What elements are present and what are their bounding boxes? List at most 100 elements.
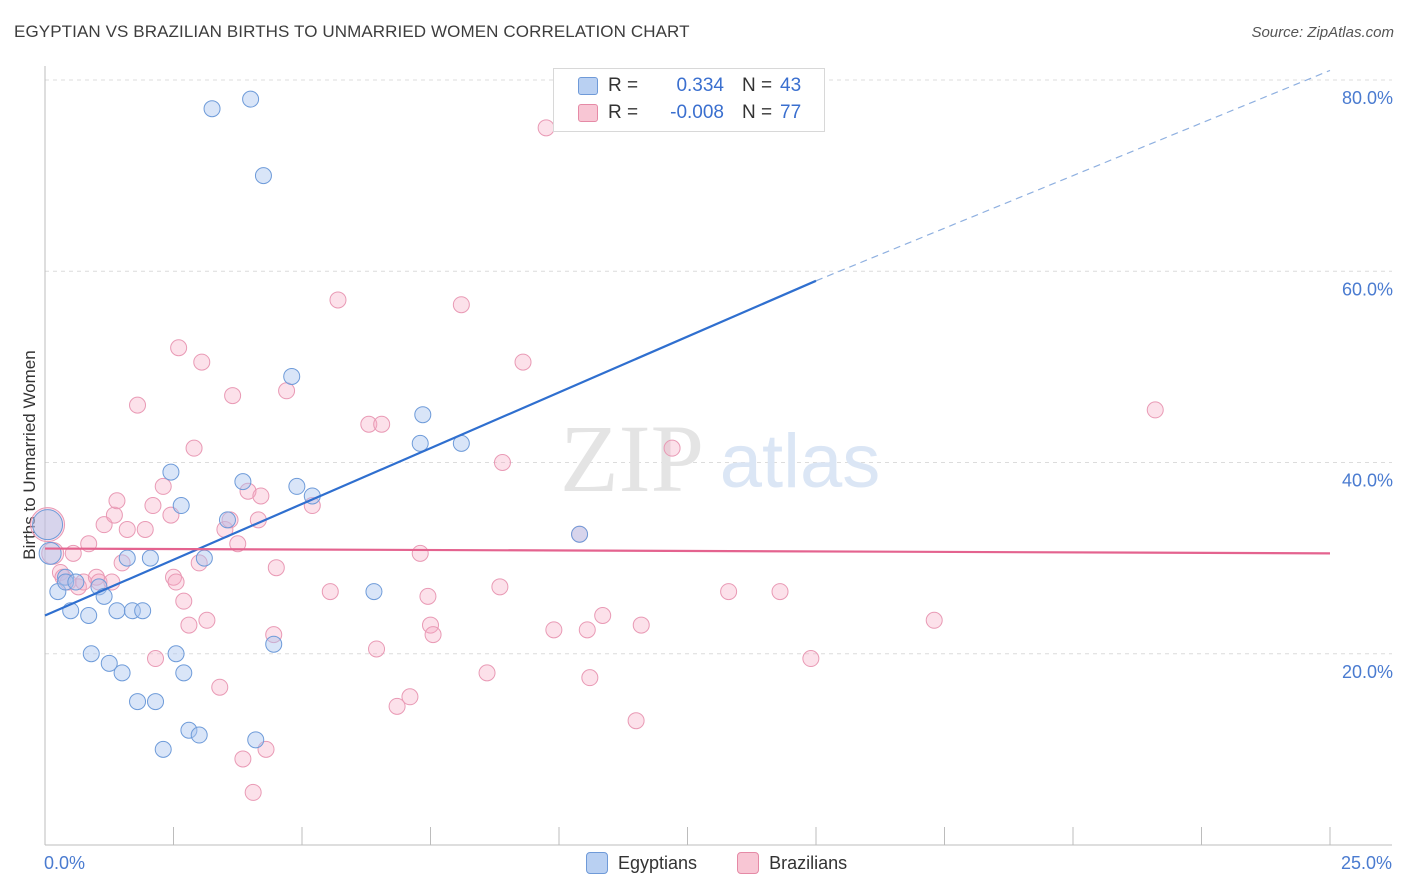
trend-lines	[44, 69, 1331, 617]
egyptians-point	[203, 100, 221, 118]
r-value: 0.334	[676, 75, 724, 96]
egyptians-point	[147, 693, 165, 711]
brazilians-point	[627, 712, 645, 730]
egyptians-point	[118, 549, 136, 567]
watermark-atlas: atlas	[720, 419, 881, 504]
brazilians-point	[239, 482, 257, 500]
brazilians-point	[129, 396, 147, 414]
brazilians-point	[154, 477, 172, 495]
watermark-zip: ZIP	[560, 405, 704, 512]
brazilians-point	[136, 520, 154, 538]
egyptians-point	[234, 473, 252, 491]
brazilians-point	[113, 554, 131, 572]
brazilians-point	[401, 688, 419, 706]
legend-item-brazilians[interactable]: Brazilians	[737, 852, 847, 874]
brazilians-legend-swatch	[737, 852, 760, 874]
egyptians-point	[195, 549, 213, 567]
brazilians-point	[545, 621, 563, 639]
brazilians-point	[360, 415, 378, 433]
brazilians-point	[190, 554, 208, 572]
brazilians-point	[663, 439, 681, 457]
egyptians-trend-line	[44, 279, 817, 617]
egyptians-point	[57, 568, 75, 586]
egyptians-point	[67, 573, 85, 591]
brazilians-point	[771, 583, 789, 601]
brazilians-point	[118, 520, 136, 538]
brazilians-point	[368, 640, 386, 658]
brazilians-point	[175, 592, 193, 610]
chart-title: EGYPTIAN VS BRAZILIAN BIRTHS TO UNMARRIE…	[14, 22, 690, 41]
brazilians-point	[234, 750, 252, 768]
y-tick-label: 40.0%	[1342, 471, 1393, 491]
x-tick-label-max: 25.0%	[1340, 853, 1392, 873]
brazilians-point	[108, 492, 126, 510]
egyptians-point	[108, 602, 126, 620]
brazilians-point	[452, 296, 470, 314]
brazilians-point	[265, 626, 283, 644]
egyptians-point	[265, 635, 283, 653]
source-label: Source: ZipAtlas.com	[1251, 24, 1394, 41]
r-label: R =	[608, 75, 639, 96]
y-tick-label: 60.0%	[1342, 279, 1393, 299]
brazilians-point	[720, 583, 738, 601]
brazilians-point	[224, 387, 242, 405]
egyptians-legend-label: Egyptians	[618, 852, 698, 873]
egyptians-point	[141, 549, 159, 567]
axes	[44, 66, 1392, 846]
egyptians-point	[242, 90, 260, 108]
brazilians-point	[193, 353, 211, 371]
series-legend: Egyptians Brazilians	[586, 852, 887, 874]
y-tick-labels: 20.0% 40.0% 60.0% 80.0%	[1342, 88, 1393, 682]
brazilians-point	[229, 535, 247, 553]
brazilians-point	[321, 583, 339, 601]
egyptians-point	[38, 541, 62, 565]
brazilians-point	[278, 382, 296, 400]
egyptians-point	[218, 511, 236, 529]
egyptians-point	[162, 463, 180, 481]
brazilians-point	[198, 611, 216, 629]
r-label: R =	[608, 102, 639, 123]
egyptians-point	[365, 583, 383, 601]
n-label: N =	[742, 75, 773, 96]
egyptians-point	[82, 645, 100, 663]
n-value: 43	[780, 75, 802, 96]
brazilians-point	[170, 339, 188, 357]
grid-lines	[45, 79, 1392, 655]
brazilians-point	[632, 616, 650, 634]
egyptians-point	[411, 434, 429, 452]
y-tick-label: 20.0%	[1342, 662, 1393, 682]
brazilians-point	[514, 353, 532, 371]
x-tick-label-min: 0.0%	[44, 853, 86, 873]
brazilians-point	[211, 678, 229, 696]
egyptians-point	[129, 693, 147, 711]
n-value: 77	[780, 102, 802, 123]
legend-item-egyptians[interactable]: Egyptians	[586, 852, 697, 874]
egyptians-point	[154, 740, 172, 758]
egyptians-point	[134, 602, 152, 620]
egyptians-point	[100, 654, 118, 672]
brazilians-point	[422, 616, 439, 634]
brazilians-point	[105, 506, 123, 524]
brazilians-point	[578, 621, 596, 639]
y-tick-label: 80.0%	[1342, 88, 1393, 108]
n-label: N =	[742, 102, 773, 123]
brazilians-point	[388, 697, 406, 715]
egyptians-trend-extension	[815, 69, 1331, 282]
brazilians-point	[419, 587, 437, 605]
brazilians-legend-label: Brazilians	[769, 852, 848, 873]
brazilians-point	[30, 507, 66, 543]
egyptians-point	[175, 664, 193, 682]
brazilians-point	[491, 578, 509, 596]
egyptians-point	[190, 726, 208, 744]
brazilians-point	[252, 487, 270, 505]
egyptians-point	[80, 607, 98, 624]
egyptians-point	[571, 525, 589, 543]
egyptians-legend-swatch	[586, 852, 608, 874]
egyptians-point	[113, 664, 131, 682]
brazilians-swatch	[578, 104, 598, 122]
egyptians-point	[32, 509, 64, 541]
egyptians-point	[254, 167, 272, 185]
brazilians-point	[329, 291, 347, 309]
egyptians-point	[172, 497, 190, 515]
